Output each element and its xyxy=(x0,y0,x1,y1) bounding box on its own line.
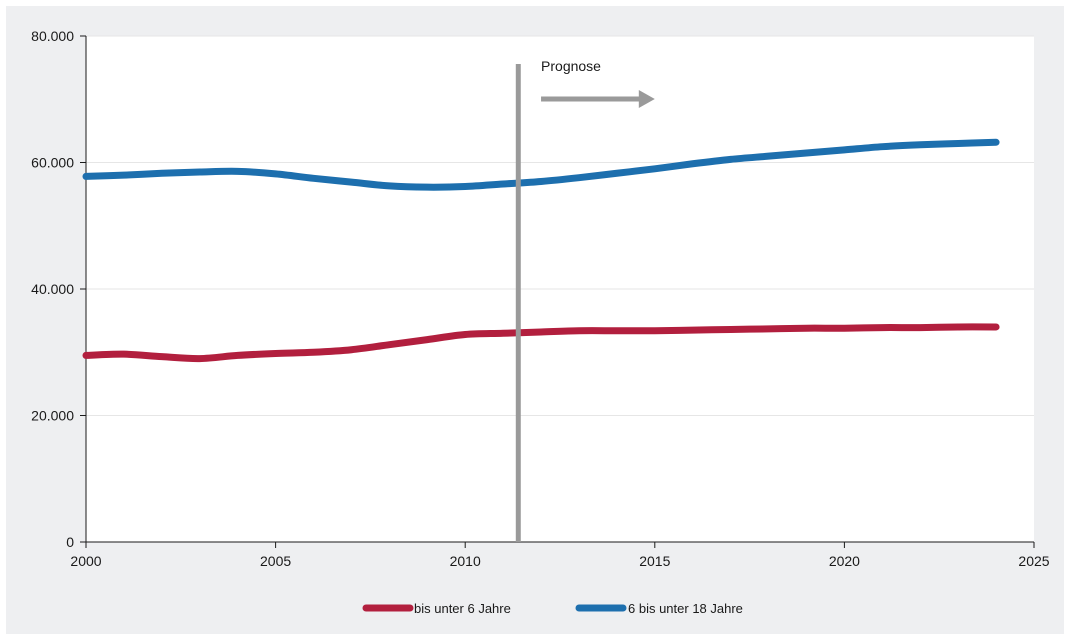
x-tick-label: 2005 xyxy=(260,553,291,569)
x-tick-label: 2025 xyxy=(1018,553,1049,569)
y-tick-label: 0 xyxy=(66,534,74,550)
x-tick-label: 2010 xyxy=(450,553,481,569)
forecast-label: Prognose xyxy=(541,58,601,74)
chart-frame: 2000 2005 2010 2015 2020 2025 0 20.000 40.000 60… xyxy=(6,6,1064,634)
y-tick-label: 20.000 xyxy=(31,408,74,424)
x-tick-label: 2000 xyxy=(70,553,101,569)
x-tick-label: 2015 xyxy=(639,553,670,569)
x-tick-label: 2020 xyxy=(829,553,860,569)
x-axis-ticks: 2000 2005 2010 2015 2020 2025 xyxy=(70,542,1050,569)
series-line-0 xyxy=(82,323,1000,363)
line-chart: 2000 2005 2010 2015 2020 2025 0 20.000 40.000 60… xyxy=(31,28,1050,616)
gridlines xyxy=(86,35,1034,416)
legend-label-0: bis unter 6 Jahre xyxy=(414,601,511,616)
y-tick-label: 40.000 xyxy=(31,281,74,297)
legend-label-1: 6 bis unter 18 Jahre xyxy=(628,601,743,616)
legend: bis unter 6 Jahre 6 bis unter 18 Jahre xyxy=(362,601,743,616)
forecast-annotation: Prognose xyxy=(515,58,655,542)
series-lines xyxy=(82,138,1000,363)
y-tick-label: 60.000 xyxy=(31,155,74,171)
series-line-1 xyxy=(82,138,1000,191)
y-axis-ticks: 0 20.000 40.000 60.000 80.000 xyxy=(31,28,86,550)
y-tick-label: 80.000 xyxy=(31,28,74,44)
forecast-arrow-icon xyxy=(638,90,655,108)
